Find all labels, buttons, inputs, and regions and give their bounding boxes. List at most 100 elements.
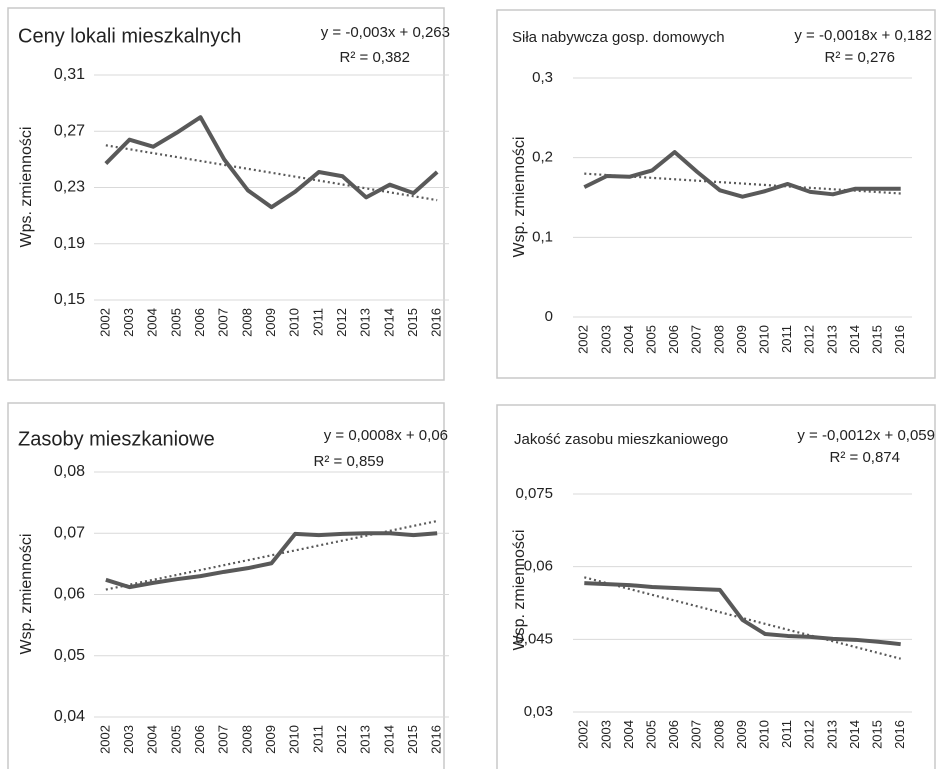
- r-squared: R² = 0,382: [340, 49, 410, 66]
- x-tick-label: 2009: [263, 308, 278, 337]
- y-tick-label: 0,045: [515, 630, 553, 647]
- data-line: [584, 581, 901, 647]
- y-axis-label: Wsp. zmienności: [511, 137, 528, 258]
- x-tick-label: 2006: [666, 720, 681, 749]
- panel: [496, 404, 936, 769]
- x-tick-label: 2002: [576, 325, 591, 354]
- x-tick-label: 2012: [802, 720, 817, 749]
- y-tick-label: 0,06: [524, 558, 553, 575]
- y-tick-label: 0,1: [532, 228, 553, 245]
- x-tick-label: 2009: [263, 725, 278, 754]
- x-tick-label: 2006: [666, 325, 681, 354]
- trend-equation: y = -0,003x + 0,263: [321, 24, 450, 41]
- x-tick-label: 2003: [121, 308, 136, 337]
- chart-title: Jakość zasobu mieszkaniowego: [514, 431, 728, 448]
- x-tick-label: 2010: [757, 720, 772, 749]
- x-tick-label: 2005: [168, 308, 183, 337]
- x-tick-label: 2004: [621, 325, 636, 354]
- y-tick-label: 0,31: [54, 66, 85, 83]
- chart-title: Ceny lokali mieszkalnych: [18, 25, 241, 47]
- x-tick-label: 2004: [145, 725, 160, 754]
- y-tick-label: 0,27: [54, 122, 85, 139]
- y-tick-label: 0: [545, 308, 553, 325]
- x-tick-label: 2011: [310, 725, 325, 753]
- x-tick-label: 2013: [824, 325, 839, 354]
- x-tick-label: 2015: [405, 308, 420, 337]
- y-tick-label: 0,2: [532, 149, 553, 166]
- y-tick-label: 0,3: [532, 69, 553, 86]
- x-tick-label: 2007: [216, 725, 231, 754]
- x-tick-label: 2005: [644, 720, 659, 749]
- x-tick-label: 2002: [576, 720, 591, 749]
- y-axis-label: Wps. zmienności: [18, 127, 35, 248]
- chart-title: Siła nabywcza gosp. domowych: [512, 29, 725, 46]
- x-tick-label: 2008: [711, 325, 726, 354]
- x-tick-label: 2014: [381, 308, 396, 337]
- x-tick-label: 2013: [824, 720, 839, 749]
- x-tick-label: 2008: [239, 725, 254, 754]
- data-line: [104, 115, 439, 210]
- x-tick-label: 2013: [358, 308, 373, 337]
- y-axis-label: Wsp. zmienności: [18, 534, 35, 655]
- x-tick-label: 2003: [121, 725, 136, 754]
- y-axis-label: Wsp. zmienności: [511, 530, 528, 651]
- x-tick-label: 2012: [334, 725, 349, 754]
- trend-equation: y = 0,0008x + 0,06: [324, 427, 448, 444]
- x-tick-label: 2011: [310, 308, 325, 336]
- x-tick-label: 2010: [287, 308, 302, 337]
- y-tick-label: 0,19: [54, 235, 85, 252]
- y-tick-label: 0,075: [515, 485, 553, 502]
- x-tick-label: 2016: [892, 325, 907, 354]
- r-squared: R² = 0,859: [314, 453, 384, 470]
- x-tick-label: 2015: [405, 725, 420, 754]
- x-tick-label: 2016: [429, 725, 444, 754]
- x-tick-label: 2014: [847, 720, 862, 749]
- x-tick-label: 2007: [689, 720, 704, 749]
- trend-equation: y = -0,0012x + 0,059: [797, 427, 935, 444]
- x-tick-label: 2006: [192, 308, 207, 337]
- x-tick-label: 2009: [734, 720, 749, 749]
- x-tick-label: 2006: [192, 725, 207, 754]
- x-tick-label: 2004: [145, 308, 160, 337]
- x-tick-label: 2015: [870, 325, 885, 354]
- x-tick-label: 2005: [644, 325, 659, 354]
- x-tick-label: 2008: [239, 308, 254, 337]
- y-tick-label: 0,07: [54, 524, 85, 541]
- y-tick-label: 0,03: [524, 703, 553, 720]
- y-tick-label: 0,08: [54, 463, 85, 480]
- x-tick-label: 2013: [358, 725, 373, 754]
- x-tick-label: 2008: [711, 720, 726, 749]
- r-squared: R² = 0,276: [825, 49, 895, 66]
- x-tick-label: 2005: [168, 725, 183, 754]
- x-tick-label: 2010: [757, 325, 772, 354]
- y-tick-label: 0,15: [54, 291, 85, 308]
- x-tick-label: 2012: [802, 325, 817, 354]
- chart-title: Zasoby mieszkaniowe: [18, 428, 215, 450]
- data-line: [583, 150, 901, 199]
- x-tick-label: 2016: [429, 308, 444, 337]
- x-tick-label: 2011: [779, 720, 794, 748]
- trendline: [105, 144, 438, 202]
- x-tick-label: 2003: [598, 325, 613, 354]
- y-tick-label: 0,05: [54, 647, 85, 664]
- data-line: [105, 531, 438, 590]
- trend-equation: y = -0,0018x + 0,182: [794, 27, 932, 44]
- x-tick-label: 2014: [381, 725, 396, 754]
- panel: [7, 402, 445, 769]
- x-tick-label: 2016: [892, 720, 907, 749]
- x-tick-label: 2007: [689, 325, 704, 354]
- x-tick-label: 2007: [216, 308, 231, 337]
- x-tick-label: 2015: [870, 720, 885, 749]
- x-tick-label: 2010: [287, 725, 302, 754]
- x-tick-label: 2003: [598, 720, 613, 749]
- x-tick-label: 2002: [97, 308, 112, 337]
- y-tick-label: 0,04: [54, 708, 85, 725]
- x-tick-label: 2004: [621, 720, 636, 749]
- x-tick-label: 2002: [97, 725, 112, 754]
- x-tick-label: 2012: [334, 308, 349, 337]
- y-tick-label: 0,06: [54, 586, 85, 603]
- x-tick-label: 2014: [847, 325, 862, 354]
- x-tick-label: 2009: [734, 325, 749, 354]
- x-tick-label: 2011: [779, 325, 794, 353]
